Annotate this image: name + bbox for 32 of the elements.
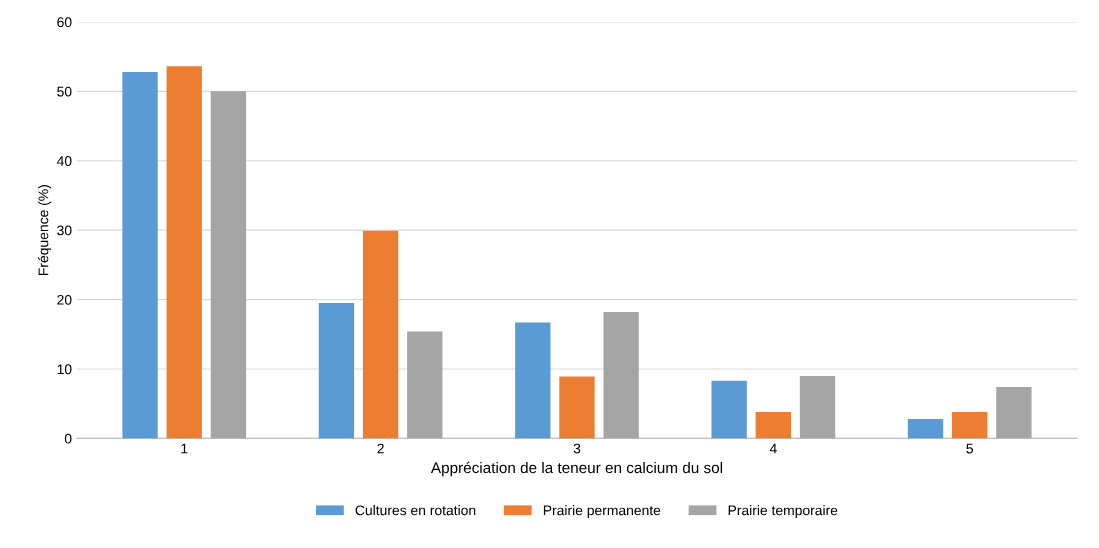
bar xyxy=(210,91,247,439)
y-tick-label: 30 xyxy=(57,225,72,236)
bar xyxy=(755,412,792,439)
bar xyxy=(799,375,836,439)
bar xyxy=(711,380,747,439)
bar xyxy=(907,418,944,439)
bar xyxy=(996,387,1032,439)
bar xyxy=(559,376,595,439)
x-tick-label: 3 xyxy=(573,443,581,454)
bar xyxy=(122,71,158,439)
x-tick-label: 4 xyxy=(769,443,777,454)
x-tick-label: 2 xyxy=(377,443,384,454)
y-tick-label: 60 xyxy=(57,17,72,28)
bar xyxy=(318,303,355,439)
x-axis-title: Appréciation de la teneur en calcium du sol xyxy=(430,461,723,477)
legend-label: Prairie permanente xyxy=(543,505,661,518)
y-tick-label: 20 xyxy=(57,294,72,305)
bar xyxy=(166,66,202,439)
x-tick-label: 5 xyxy=(966,443,973,454)
bar xyxy=(952,412,988,439)
y-tick-label: 0 xyxy=(64,433,72,444)
bar xyxy=(407,331,443,439)
bar xyxy=(603,312,639,439)
legend-label: Cultures en rotation xyxy=(355,505,476,516)
y-tick-label: 50 xyxy=(57,86,72,97)
x-tick-label: 1 xyxy=(181,443,188,454)
y-axis-title: Fréquence (%) xyxy=(37,185,52,275)
legend-label: Prairie temporaire xyxy=(728,505,838,518)
bar xyxy=(515,322,551,439)
y-tick-label: 10 xyxy=(57,364,72,375)
y-tick-label: 40 xyxy=(56,156,72,166)
bar xyxy=(362,230,399,439)
